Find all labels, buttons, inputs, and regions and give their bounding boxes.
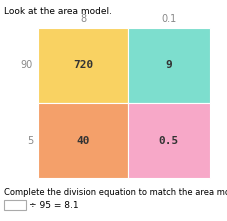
Text: ÷ 95 = 8.1: ÷ 95 = 8.1 — [29, 200, 78, 210]
Text: 0.5: 0.5 — [158, 135, 178, 145]
Text: 9: 9 — [165, 61, 172, 70]
Bar — [38, 103, 127, 178]
Text: 8: 8 — [80, 14, 86, 24]
Text: Look at the area model.: Look at the area model. — [4, 7, 111, 16]
Text: 720: 720 — [73, 61, 93, 70]
Text: 40: 40 — [76, 135, 89, 145]
Bar — [38, 28, 127, 103]
Text: Complete the division equation to match the area model.: Complete the division equation to match … — [4, 188, 227, 197]
Bar — [127, 28, 209, 103]
Text: 90: 90 — [21, 61, 33, 70]
Text: 0.1: 0.1 — [161, 14, 176, 24]
Bar — [4, 200, 26, 210]
Bar — [127, 103, 209, 178]
Text: 5: 5 — [27, 135, 33, 145]
